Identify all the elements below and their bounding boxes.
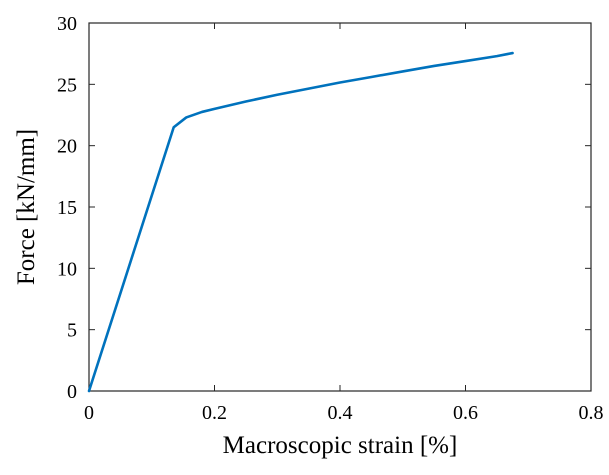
series-line-0 (87, 51, 514, 393)
y-tick-label: 0 (67, 381, 77, 403)
y-tick-label: 15 (57, 197, 77, 219)
y-tick-label: 5 (67, 320, 77, 342)
x-tick-label: 0.8 (579, 402, 604, 424)
y-axis-label: Force [kN/mm] (13, 129, 40, 285)
x-tick-label: 0.6 (453, 402, 478, 424)
y-tick-label: 30 (57, 13, 77, 35)
y-tick-label: 20 (57, 136, 77, 158)
plot-area-border (88, 22, 592, 392)
x-tick-label: 0 (84, 402, 94, 424)
y-tick-label: 10 (57, 258, 77, 280)
x-tick-label: 0.4 (328, 402, 353, 424)
y-tick-label: 25 (57, 74, 77, 96)
x-axis-label: Macroscopic strain [%] (223, 432, 458, 459)
x-tick-label: 0.2 (202, 402, 227, 424)
